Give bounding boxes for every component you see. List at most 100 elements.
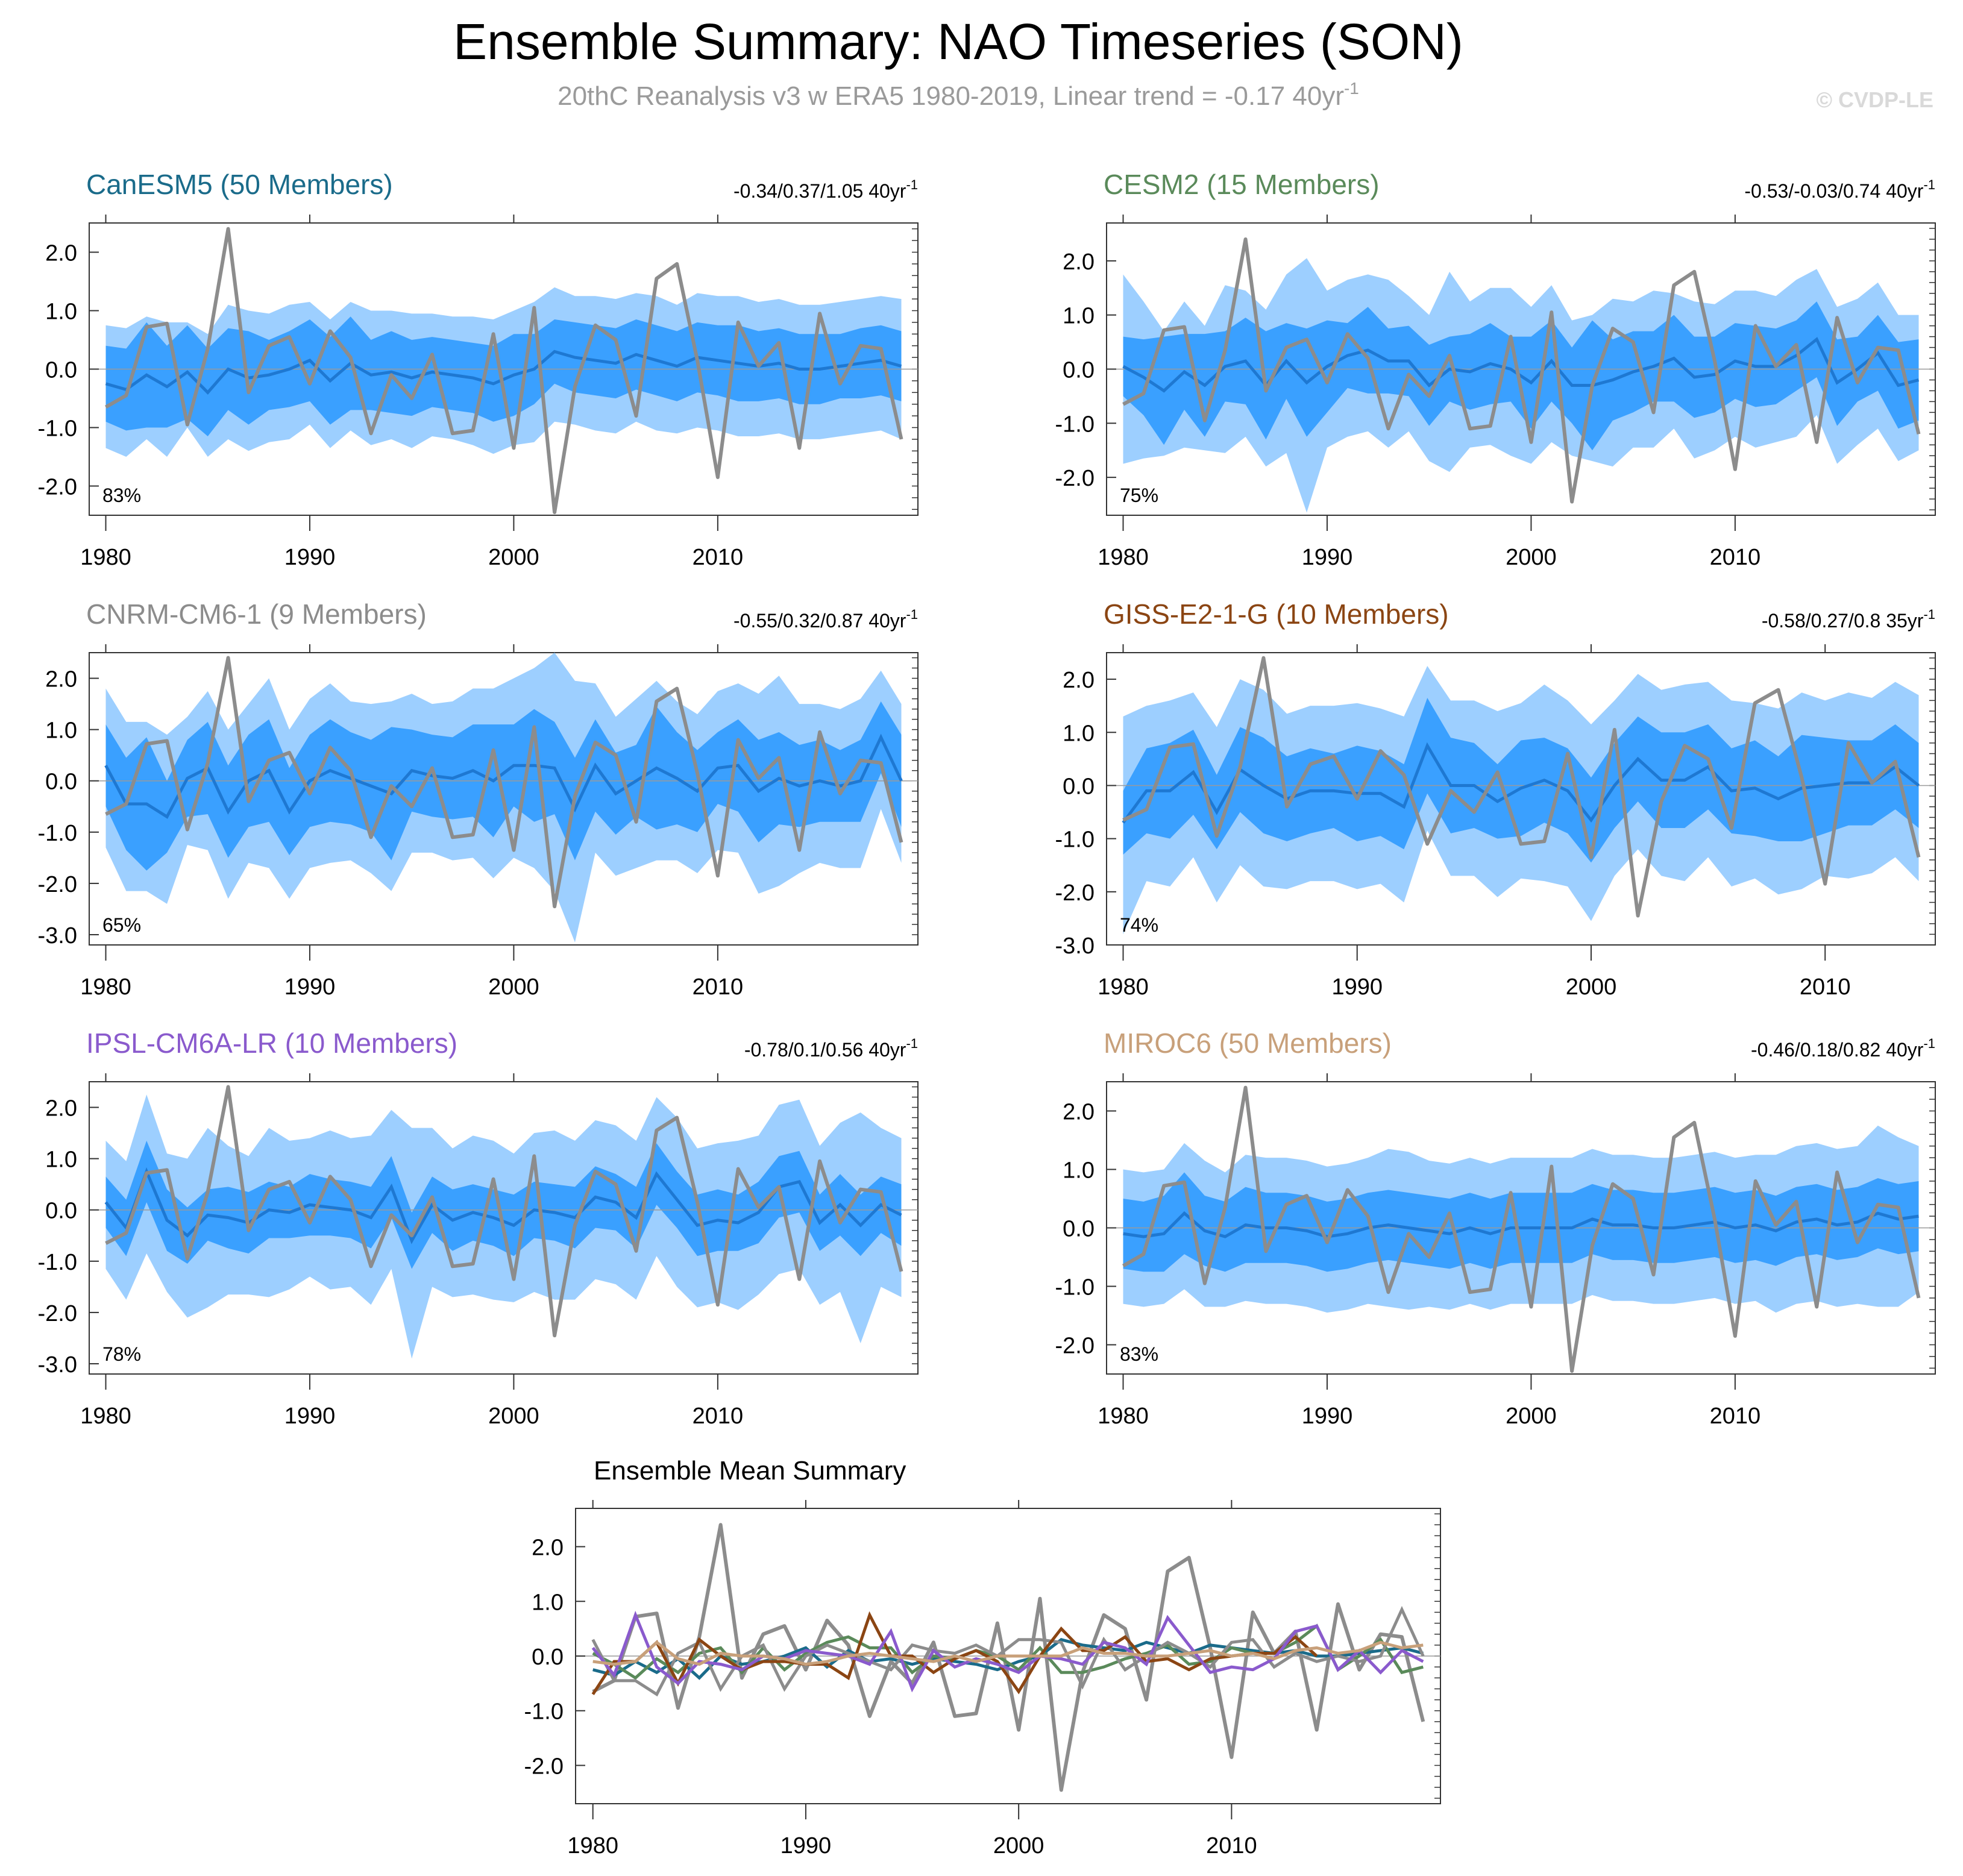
figure-title: Ensemble Summary: NAO Timeseries (SON) [453,13,1463,70]
trend-label: -0.78/0.1/0.56 40yr-1 [744,1036,918,1061]
mean-line-ipsl-cm6a-lr [591,1610,1424,1693]
y-tick-label: 2.0 [45,241,77,266]
y-tick-label: -1.0 [1055,827,1095,853]
y-tick-label: -1.0 [1055,1275,1095,1300]
x-tick-label: 2000 [1506,1404,1557,1429]
y-tick-label: 1.0 [45,300,77,325]
x-tick-label: 2000 [488,1404,539,1429]
y-tick-label: -3.0 [38,923,77,949]
band-inner [105,701,902,871]
trend-text: -0.55/0.32/0.87 40yr [733,610,906,632]
panel-canesm5: 2.0 1.0 0.0 -1.0 -2.0 1980 1990 2000 2010 CanESM5… [38,169,919,570]
y-tick-label: -2.0 [524,1754,564,1779]
y-tick-label: 1.0 [45,718,77,744]
mean-line-giss-e2-1-g [591,1611,1318,1695]
observed-line [1122,656,1921,918]
x-tick-label: 1980 [80,974,131,1000]
y-tick-label: 0.0 [45,770,77,795]
y-tick-label: 0.0 [45,358,77,383]
observed-line [105,227,903,515]
trend-text: -0.58/0.27/0.8 35yr [1762,610,1924,632]
percent-label: 83% [102,485,141,506]
panel-title: CNRM-CM6-1 (9 Members) [86,598,427,630]
observed-line [1122,237,1921,504]
y-tick-label: -2.0 [38,1301,77,1326]
y-tick-label: -1.0 [1055,412,1095,437]
y-tick-label: 2.0 [1063,249,1095,275]
panel-title: CanESM5 (50 Members) [86,169,393,200]
percent-label: 75% [1120,485,1158,506]
y-tick-label: -2.0 [1055,1334,1095,1359]
percent-label: 74% [1120,914,1158,936]
watermark: © CVDP-LE [1816,87,1933,112]
x-tick-label: 2010 [1710,545,1761,570]
x-tick-label: 1990 [780,1833,832,1859]
x-tick-label: 1990 [284,1404,336,1429]
x-tick-label: 2000 [488,974,539,1000]
panel-title: CESM2 (15 Members) [1104,169,1380,200]
x-tick-label: 2010 [1710,1404,1761,1429]
y-tick-label: 2.0 [45,1096,77,1122]
y-tick-label: -3.0 [1055,933,1095,959]
x-tick-label: 2000 [1506,545,1557,570]
x-tick-label: 2010 [1206,1833,1257,1859]
y-tick-label: 2.0 [1063,1100,1095,1125]
y-tick-label: -1.0 [38,821,77,846]
y-tick-label: 0.0 [1063,1217,1095,1242]
trend-label: -0.46/0.18/0.82 40yr-1 [1751,1036,1935,1061]
panel-title: MIROC6 (50 Members) [1104,1027,1392,1059]
trend-label: -0.34/0.37/1.05 40yr-1 [733,177,918,202]
y-tick-label: -3.0 [38,1352,77,1378]
y-tick-label: 2.0 [532,1536,564,1561]
observed-line [105,1085,903,1338]
percent-label: 65% [102,914,141,936]
trend-text: -0.46/0.18/0.82 40yr [1751,1039,1924,1061]
ensemble-mean-line [1122,742,1920,824]
x-tick-label: 2010 [693,974,744,1000]
panel-ensemble-mean-summary: 2.0 1.0 0.0 -1.0 -2.0 1980 1990 2000 2010 Ensembl… [524,1456,1441,1859]
y-tick-label: 1.0 [45,1147,77,1173]
panel-miroc6: 2.0 1.0 0.0 -1.0 -2.0 1980 1990 2000 2010 MIROC6 … [1055,1027,1936,1429]
trend-text: -0.34/0.37/1.05 40yr [733,180,906,202]
ensemble-mean-line [1123,1211,1919,1238]
x-tick-label: 1980 [1098,545,1149,570]
observed-line [105,656,903,909]
trend-text: -0.78/0.1/0.56 40yr [744,1039,906,1061]
trend-sup: -1 [1923,1036,1935,1051]
ensemble-mean-line [104,733,903,819]
x-tick-label: 1980 [1098,974,1149,1000]
mean-line-cnrm-cm6-1 [591,1605,1425,1697]
y-tick-label: 1.0 [1063,721,1095,746]
x-tick-label: 2000 [488,545,539,570]
x-tick-label: 1990 [284,974,336,1000]
trend-sup: -1 [906,607,918,622]
panel-ipsl-cm6a-lr: 2.0 1.0 0.0 -1.0 -2.0 -3.0 1980 1990 2000 2010 IPS… [38,1027,919,1429]
x-tick-label: 2000 [1566,974,1617,1000]
y-tick-label: 1.0 [532,1590,564,1615]
trend-sup: -1 [1923,177,1935,192]
band-inner [105,316,902,437]
y-tick-label: -1.0 [38,416,77,442]
x-tick-label: 2010 [693,1404,744,1429]
x-tick-label: 1980 [80,1404,131,1429]
y-tick-label: 1.0 [1063,304,1095,329]
y-tick-label: 2.0 [45,667,77,692]
x-tick-label: 2000 [993,1833,1044,1859]
mean-line-miroc6 [592,1640,1424,1666]
y-tick-label: -2.0 [1055,466,1095,491]
panel-cesm2: 2.0 1.0 0.0 -1.0 -2.0 1980 1990 2000 2010 CESM2 (… [1055,169,1936,570]
y-tick-label: 1.0 [1063,1158,1095,1184]
observed-line [1122,1085,1921,1373]
y-tick-label: -2.0 [38,872,77,897]
y-tick-label: -2.0 [38,475,77,500]
trend-label: -0.55/0.32/0.87 40yr-1 [733,607,918,632]
x-tick-label: 2010 [1800,974,1851,1000]
x-tick-label: 1980 [1098,1404,1149,1429]
y-tick-label: -1.0 [524,1699,564,1725]
y-tick-label: -1.0 [38,1250,77,1275]
x-tick-label: 1990 [1302,1404,1353,1429]
band-inner [1123,697,1919,863]
trend-sup: -1 [906,1036,918,1051]
x-tick-label: 1990 [284,545,336,570]
trend-text: -0.53/-0.03/0.74 40yr [1744,180,1923,202]
